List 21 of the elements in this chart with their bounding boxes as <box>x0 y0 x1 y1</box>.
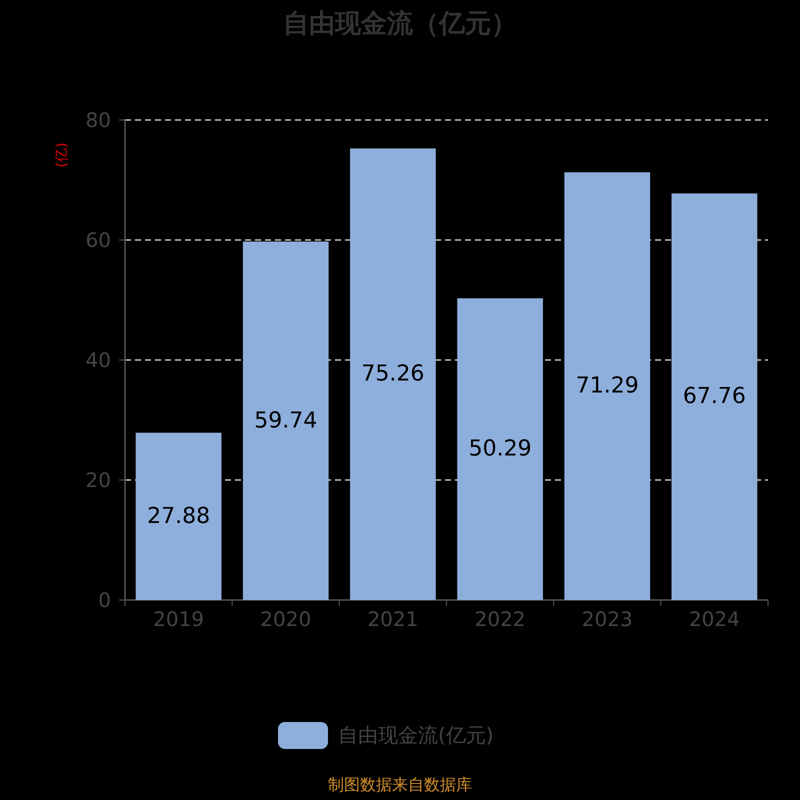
text: 制图数据来自数据库 <box>328 775 472 794</box>
x-tick-label: 2022 <box>474 607 526 631</box>
x-tick-label: 2024 <box>688 607 740 631</box>
y-tick-label: 0 <box>98 588 111 612</box>
y-tick-label: 80 <box>86 108 111 132</box>
x-tick-label: 2021 <box>367 607 418 631</box>
data-label: 50.29 <box>468 436 532 462</box>
y-tick-label: 40 <box>86 348 111 372</box>
y-axis-title: (亿) <box>54 142 70 168</box>
y-tick-label: 60 <box>86 228 111 252</box>
x-tick-label: 2023 <box>582 607 633 631</box>
data-label: 71.29 <box>576 374 639 399</box>
data-label: 27.88 <box>147 504 210 529</box>
data-label: 75.26 <box>361 362 424 387</box>
data-label: 59.74 <box>254 408 318 434</box>
legend-label: 自由现金流(亿元) <box>338 723 494 747</box>
x-tick-label: 2020 <box>260 607 312 631</box>
data-label: 67.76 <box>682 384 746 410</box>
y-tick-label: 20 <box>86 468 111 492</box>
legend: 自由现金流(亿元) <box>278 722 494 749</box>
x-tick-label: 2019 <box>153 607 204 631</box>
